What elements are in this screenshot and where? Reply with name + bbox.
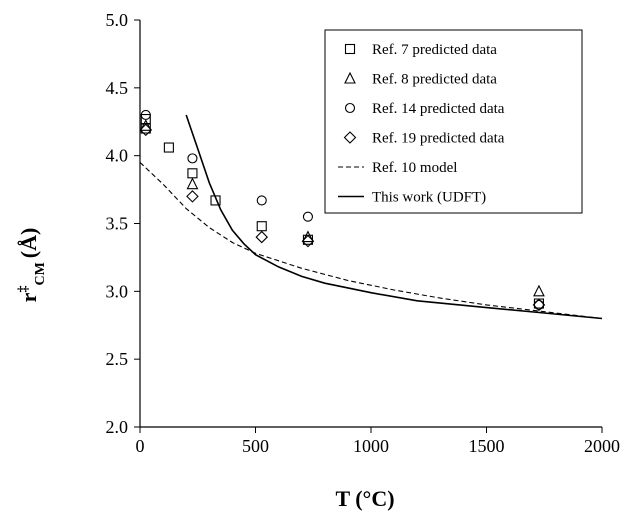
y-axis-title-base: r	[16, 292, 41, 302]
y-axis-title: r‡CM (Å)	[16, 228, 48, 303]
legend-label: This work (UDFT)	[372, 190, 486, 206]
x-axis: 0 500 1000 1500 2000	[136, 427, 620, 456]
legend-label: Ref. 14 predicted data	[372, 101, 505, 117]
diamond-marker	[255, 230, 269, 244]
circle-marker	[302, 211, 313, 222]
diamond-marker	[301, 234, 315, 248]
legend: Ref. 7 predicted data Ref. 8 predicted da…	[324, 29, 583, 214]
circle-marker	[140, 109, 151, 121]
y-tick-label: 4.0	[106, 146, 129, 166]
circle-marker	[187, 153, 198, 164]
dashed-line	[139, 161, 603, 320]
series-5	[139, 161, 603, 320]
square-marker	[187, 168, 198, 179]
triangle-marker	[139, 119, 152, 131]
diamond-marker	[139, 123, 153, 137]
y-axis: 2.0 2.5 3.0 3.5 4.0 4.5 5.0	[106, 10, 140, 437]
y-tick-label: 3.5	[106, 214, 129, 234]
triangle-marker	[533, 284, 545, 297]
legend-label: Ref. 7 predicted data	[372, 42, 497, 58]
square-marker	[256, 221, 267, 232]
legend-circle-marker	[344, 102, 356, 114]
x-tick-label: 1500	[469, 436, 505, 456]
x-tick-label: 2000	[584, 436, 620, 456]
diamond-marker	[186, 190, 199, 203]
triangle-marker	[186, 177, 199, 190]
y-tick-label: 5.0	[106, 10, 129, 30]
triangle-marker	[302, 230, 314, 243]
x-axis-title: T (°C)	[335, 486, 394, 511]
y-axis-title-unit: (Å)	[16, 228, 41, 259]
square-marker	[163, 142, 174, 153]
series-layer	[139, 109, 603, 320]
legend-diamond-marker	[343, 131, 357, 144]
y-tick-label: 2.5	[106, 349, 129, 369]
circle-marker	[533, 299, 544, 310]
y-tick-label: 2.0	[106, 417, 129, 437]
diamond-marker	[532, 298, 546, 312]
series-6	[185, 114, 603, 320]
legend-label: Ref. 10 model	[372, 160, 457, 176]
legend-box	[324, 29, 583, 214]
y-tick-label: 3.0	[106, 281, 129, 301]
series-4	[139, 123, 546, 312]
x-tick-label: 1000	[353, 436, 389, 456]
circle-marker	[256, 195, 267, 206]
y-axis-title-sub: CM	[33, 262, 48, 285]
legend-square-marker	[344, 43, 356, 55]
legend-triangle-marker	[344, 71, 356, 84]
legend-label: Ref. 8 predicted data	[372, 72, 497, 88]
legend-label: Ref. 19 predicted data	[372, 131, 505, 147]
series-2	[139, 119, 545, 297]
x-tick-label: 0	[136, 436, 145, 456]
x-tick-label: 500	[242, 436, 269, 456]
y-axis-title-sup: ‡	[16, 286, 31, 293]
solid-line	[185, 114, 603, 320]
series-3	[140, 109, 544, 310]
y-tick-label: 4.5	[106, 78, 129, 98]
